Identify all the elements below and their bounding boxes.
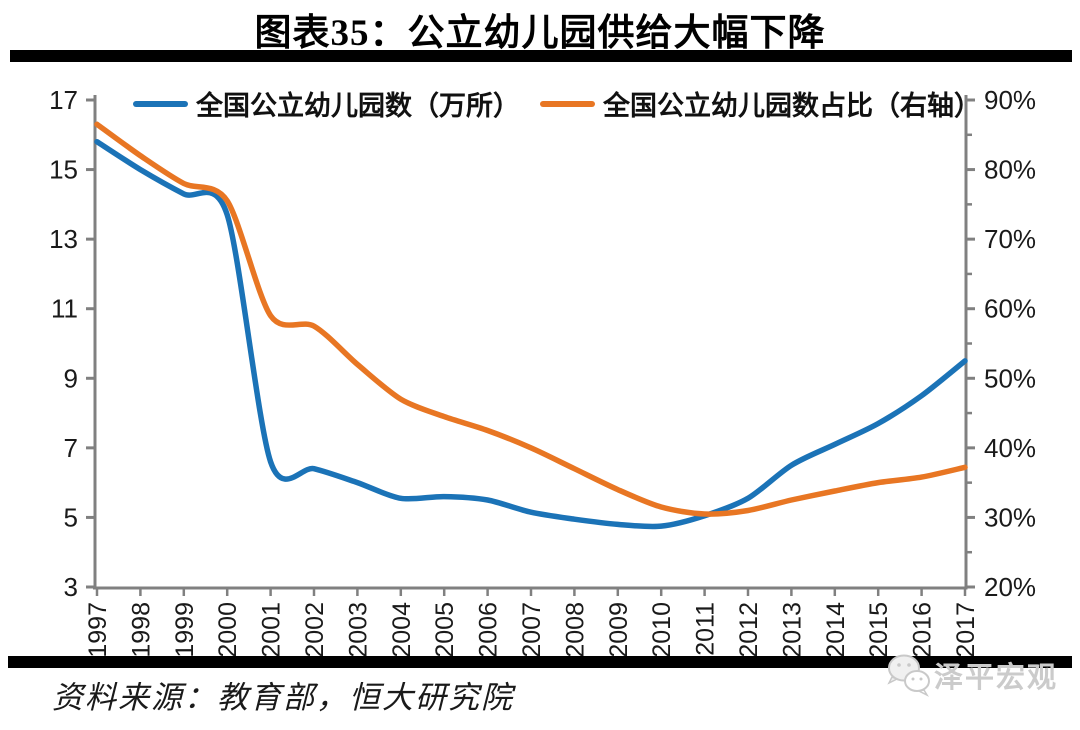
series-line-public-count (94, 138, 968, 530)
x-axis-year-label: 2003 (344, 602, 372, 658)
wechat-icon (887, 654, 930, 697)
x-axis-year-label: 2014 (822, 602, 850, 658)
y-axis-right-label: 30% (984, 502, 1036, 532)
x-axis-year-label: 2001 (258, 602, 286, 658)
y-axis-right-label: 80% (984, 155, 1036, 185)
y-axis-left-label: 7 (64, 433, 78, 463)
legend-swatch-blue (133, 100, 188, 107)
y-axis-right-label: 50% (984, 363, 1036, 393)
legend-swatch-orange (540, 100, 595, 107)
x-axis-year-label: 1998 (127, 602, 155, 658)
x-axis-year-label: 2002 (301, 602, 329, 658)
y-axis-left-label: 5 (64, 502, 78, 532)
y-axis-left-label: 11 (51, 294, 78, 324)
y-axis-left-label: 17 (49, 85, 78, 115)
series-line-public-share (94, 121, 968, 517)
x-axis-year-label: 2009 (605, 602, 633, 658)
x-axis-year-label: 2013 (778, 602, 806, 658)
x-axis-year-label: 2005 (431, 602, 459, 658)
y-axis-right-label: 20% (984, 572, 1036, 602)
x-axis-year-label: 2008 (561, 602, 589, 658)
source-note: 资料来源：教育部，恒大研究院 (52, 680, 514, 715)
x-axis-year-label: 2015 (865, 602, 893, 658)
y-axis-left-label: 3 (64, 572, 78, 602)
title-divider-bar (10, 50, 1072, 62)
x-axis-year-label: 2012 (735, 602, 763, 658)
y-axis-left-label: 9 (64, 363, 78, 393)
x-axis-year-label: 2017 (952, 602, 980, 658)
x-axis-year-label: 1997 (84, 602, 112, 658)
y-axis-right-label: 70% (984, 224, 1036, 254)
x-axis-year-label: 2011 (692, 602, 720, 656)
footer-divider-bar (8, 656, 1072, 668)
x-axis-year-label: 2010 (648, 602, 676, 658)
legend-label-public-count: 全国公立幼儿园数（万所） (196, 91, 520, 121)
legend-item-public-share: 全国公立幼儿园数占比（右轴） (540, 84, 981, 123)
legend-label-public-share: 全国公立幼儿园数占比（右轴） (603, 91, 981, 121)
y-axis-left-label: 15 (49, 155, 78, 185)
y-axis-right-label: 60% (984, 294, 1036, 324)
x-axis-year-label: 2007 (518, 602, 546, 658)
x-axis-year-label: 2006 (475, 602, 503, 658)
watermark-text: 泽平宏观 (934, 662, 1059, 694)
x-axis-year-label: 2004 (388, 602, 416, 658)
page-title: 图表35：公立幼儿园供给大幅下降 (254, 13, 826, 54)
x-axis-year-label: 2016 (909, 602, 937, 658)
y-axis-right-label: 40% (984, 433, 1036, 463)
y-axis-right-label: 90% (984, 85, 1036, 115)
x-axis-year-label: 1999 (171, 602, 199, 658)
x-axis-year-label: 2000 (214, 602, 242, 658)
watermark: 泽平宏观 (884, 652, 1058, 698)
legend-item-public-count: 全国公立幼儿园数（万所） (133, 84, 520, 123)
y-axis-left-label: 13 (49, 224, 78, 254)
